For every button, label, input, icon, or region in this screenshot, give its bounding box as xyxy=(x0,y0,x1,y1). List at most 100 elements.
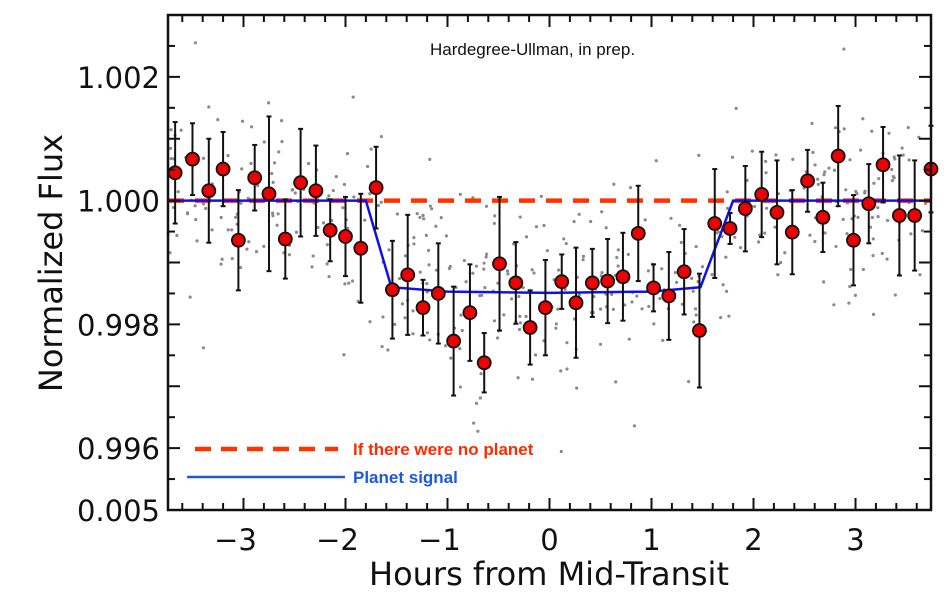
raw-data-point xyxy=(764,159,768,164)
raw-data-point xyxy=(871,254,875,258)
model-lines xyxy=(168,198,931,295)
binned-point xyxy=(293,127,309,238)
raw-data-point xyxy=(750,149,754,153)
raw-data-point xyxy=(403,316,407,320)
binned-point xyxy=(769,159,785,266)
raw-data-point xyxy=(554,326,558,330)
raw-data-point xyxy=(428,157,432,161)
raw-data-point xyxy=(673,270,677,275)
binned-marker xyxy=(400,267,416,283)
raw-data-point xyxy=(342,182,347,187)
raw-data-point xyxy=(230,256,234,261)
raw-data-point xyxy=(661,338,665,342)
raw-data-point xyxy=(239,201,243,205)
raw-data-point xyxy=(219,262,223,266)
binned-marker xyxy=(353,240,369,256)
raw-data-point xyxy=(855,192,859,196)
binned-marker xyxy=(891,208,907,223)
raw-data-point xyxy=(853,293,858,297)
raw-data-point xyxy=(505,269,510,273)
binned-marker xyxy=(707,216,723,231)
raw-data-point xyxy=(415,211,419,216)
raw-data-point xyxy=(832,303,836,307)
raw-data-point xyxy=(774,153,778,157)
raw-data-point xyxy=(694,244,698,249)
binned-marker xyxy=(167,165,183,181)
raw-data-point xyxy=(276,212,280,216)
raw-data-point xyxy=(226,154,230,158)
raw-data-point xyxy=(841,217,845,222)
binned-marker xyxy=(538,300,553,316)
raw-data-point xyxy=(512,242,516,246)
raw-data-point xyxy=(856,215,860,219)
raw-data-point xyxy=(890,167,894,172)
binned-marker xyxy=(293,175,309,191)
binned-point xyxy=(353,192,369,304)
plot-frame xyxy=(166,13,933,512)
raw-data-point xyxy=(484,204,489,208)
raw-data-point xyxy=(484,255,488,259)
raw-data-point xyxy=(219,215,223,220)
raw-data-point xyxy=(559,369,563,373)
raw-data-point xyxy=(483,286,487,290)
raw-data-point xyxy=(459,313,463,317)
raw-data-point xyxy=(834,244,838,249)
raw-data-point xyxy=(428,204,432,208)
raw-data-point xyxy=(901,153,905,157)
raw-data-point xyxy=(660,267,664,271)
raw-data-point xyxy=(321,221,326,225)
raw-data-point xyxy=(863,189,867,193)
raw-data-point xyxy=(380,345,384,349)
raw-data-point xyxy=(366,164,370,169)
raw-data-point xyxy=(880,251,884,256)
raw-data-point xyxy=(876,206,880,210)
binned-marker xyxy=(692,323,707,338)
binned-point xyxy=(707,168,723,279)
binned-marker xyxy=(230,232,246,248)
raw-data-point xyxy=(559,449,563,454)
binned-point xyxy=(600,237,616,325)
binned-point xyxy=(784,189,800,276)
binned-point xyxy=(446,285,462,397)
raw-data-point xyxy=(822,280,826,284)
binned-marker xyxy=(784,224,800,240)
raw-data-point xyxy=(626,252,630,256)
raw-data-point xyxy=(539,194,543,198)
raw-data-point xyxy=(616,248,620,252)
raw-data-point xyxy=(220,257,224,261)
raw-data-point xyxy=(472,421,476,425)
binned-marker xyxy=(861,196,877,212)
raw-data-point xyxy=(611,307,615,311)
raw-data-point xyxy=(516,376,520,380)
raw-data-point xyxy=(347,281,351,285)
raw-data-point xyxy=(418,215,422,220)
binned-point xyxy=(508,241,524,325)
raw-data-point xyxy=(692,320,696,324)
raw-data-point xyxy=(175,233,179,238)
raw-data-point xyxy=(710,272,714,277)
raw-data-point xyxy=(411,332,415,336)
raw-data-point xyxy=(716,230,720,234)
binned-point xyxy=(554,253,570,310)
raw-data-point xyxy=(524,235,529,239)
raw-data-point xyxy=(808,233,812,237)
raw-data-point xyxy=(776,273,780,277)
raw-data-point xyxy=(201,202,206,206)
binned-point xyxy=(722,212,738,245)
raw-data-point xyxy=(844,188,848,192)
raw-data-point xyxy=(169,156,173,161)
raw-data-point xyxy=(532,271,536,275)
raw-data-point xyxy=(267,101,271,105)
raw-data-point xyxy=(210,228,214,232)
y-axis-title: Normalized Flux xyxy=(32,134,70,392)
raw-data-point xyxy=(350,279,355,283)
raw-data-point xyxy=(449,356,453,360)
raw-data-point xyxy=(697,153,701,157)
raw-data-point xyxy=(630,300,634,304)
binned-point xyxy=(568,246,584,359)
binned-point xyxy=(646,263,661,313)
raw-data-point xyxy=(832,168,837,172)
raw-data-point xyxy=(306,161,311,166)
binned-point xyxy=(737,164,753,253)
raw-data-point xyxy=(397,276,402,281)
